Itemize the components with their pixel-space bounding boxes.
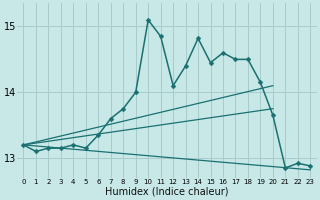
X-axis label: Humidex (Indice chaleur): Humidex (Indice chaleur): [105, 187, 228, 197]
